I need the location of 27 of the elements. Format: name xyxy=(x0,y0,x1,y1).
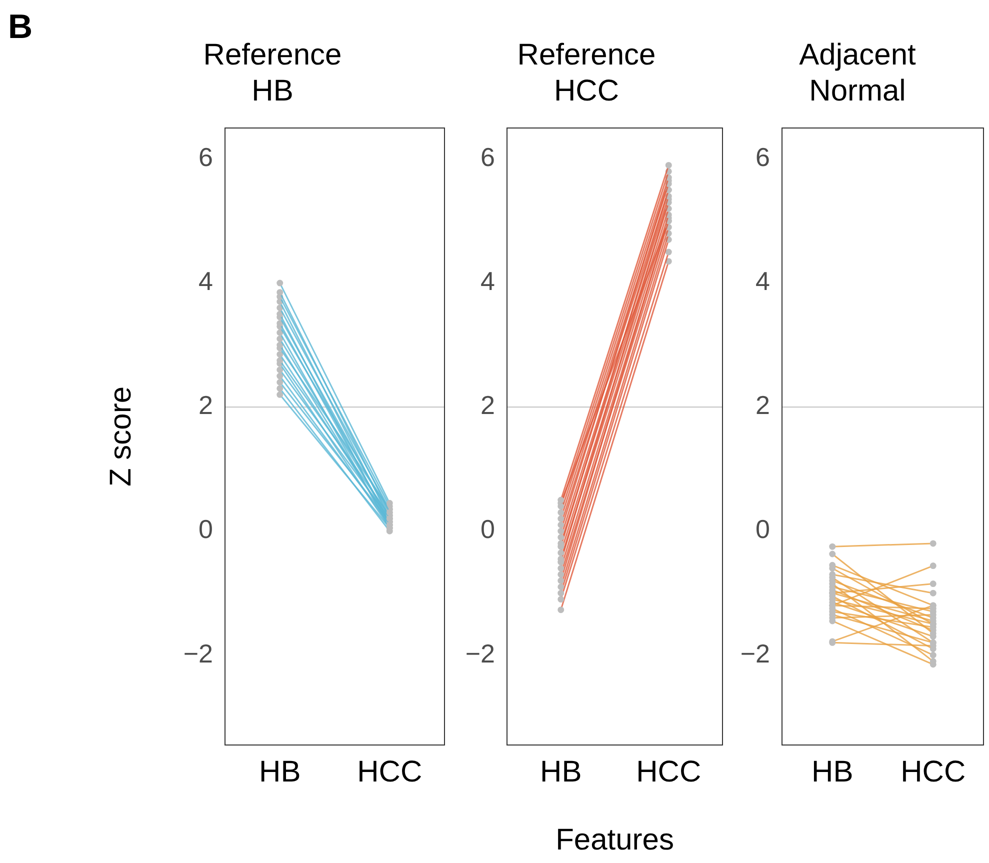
x-tick-label: HCC xyxy=(900,755,966,788)
x-tick-label: HB xyxy=(540,755,582,788)
y-tick-label: −2 xyxy=(465,638,495,668)
y-tick-label: 6 xyxy=(198,142,213,172)
y-tick-label: 0 xyxy=(480,514,495,544)
x-tick-label: HCC xyxy=(636,755,702,788)
chart-title: Adjacent Normal xyxy=(799,38,917,108)
y-axis-title: Z score xyxy=(104,386,138,487)
x-axis-title: Features xyxy=(556,823,674,856)
x-tick-label: HCC xyxy=(357,755,422,788)
y-tick-label: 6 xyxy=(480,142,495,172)
y-tick-label: 4 xyxy=(198,266,213,296)
y-tick-label: 2 xyxy=(480,390,495,420)
y-tick-label: 2 xyxy=(198,390,213,420)
y-tick-label: 2 xyxy=(756,390,770,420)
chart-title: Reference HCC xyxy=(517,38,656,108)
y-tick-label: −2 xyxy=(740,638,770,668)
y-tick-label: 0 xyxy=(198,514,213,544)
y-tick-label: 4 xyxy=(480,266,495,296)
y-tick-label: −2 xyxy=(183,638,213,668)
y-tick-label: 4 xyxy=(756,266,770,296)
x-tick-label: HB xyxy=(259,755,301,788)
chart-title: Reference HB xyxy=(203,38,342,108)
y-tick-label: 0 xyxy=(756,514,770,544)
x-tick-label: HB xyxy=(812,755,854,788)
text: B xyxy=(8,8,33,47)
y-tick-label: 6 xyxy=(756,142,770,172)
